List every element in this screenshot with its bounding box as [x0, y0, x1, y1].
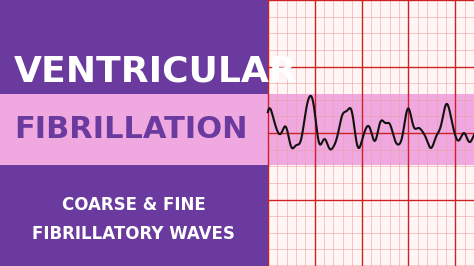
Bar [0, 94, 474, 165]
Text: FIBRILLATION: FIBRILLATION [14, 115, 247, 144]
Bar [268, 0, 474, 266]
Text: FIBRILLATORY WAVES: FIBRILLATORY WAVES [32, 225, 236, 243]
Text: COARSE & FINE: COARSE & FINE [62, 196, 206, 214]
Text: VENTRICULAR: VENTRICULAR [14, 55, 298, 89]
Bar [0, 0, 268, 266]
